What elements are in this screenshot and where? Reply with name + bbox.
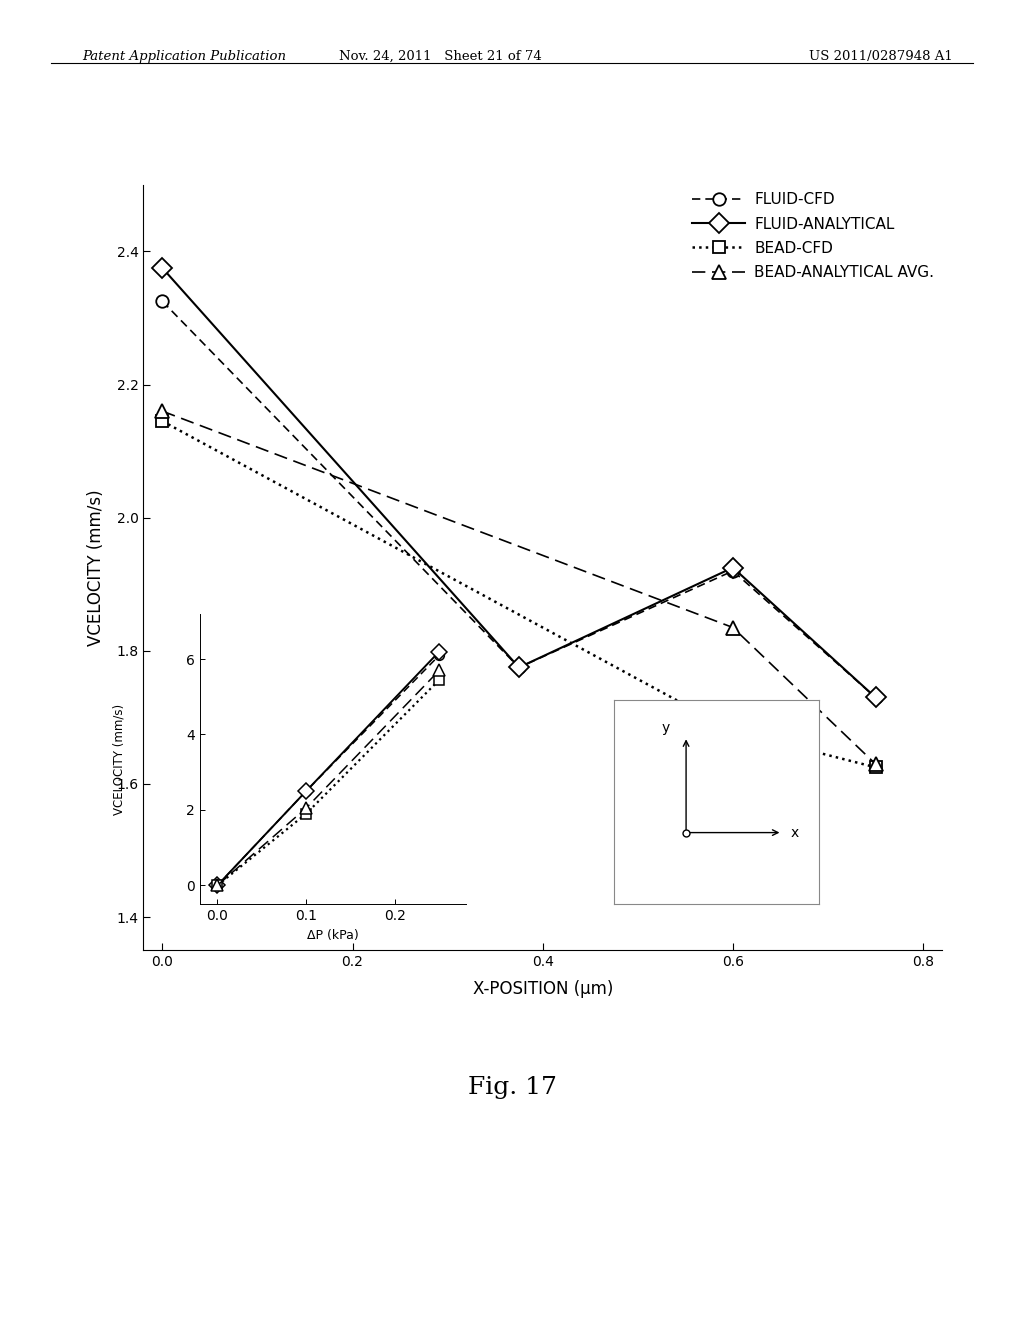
BEAD-ANALYTICAL AVG. <box>727 619 739 635</box>
Line: FLUID-ANALYTICAL: FLUID-ANALYTICAL <box>156 261 883 705</box>
FLUID-CFD <box>869 689 882 705</box>
Text: Nov. 24, 2011   Sheet 21 of 74: Nov. 24, 2011 Sheet 21 of 74 <box>339 50 542 63</box>
FLUID-CFD <box>727 564 739 579</box>
Y-axis label: VCELOCITY (mm/s): VCELOCITY (mm/s) <box>87 490 105 645</box>
Text: Fig. 17: Fig. 17 <box>468 1076 556 1098</box>
Y-axis label: VCELOCITY (mm/s): VCELOCITY (mm/s) <box>113 704 125 814</box>
FLUID-ANALYTICAL <box>513 660 525 676</box>
FLUID-CFD <box>157 293 169 309</box>
X-axis label: ΔP (kPa): ΔP (kPa) <box>307 928 358 941</box>
BEAD-ANALYTICAL AVG. <box>157 403 169 418</box>
FLUID-ANALYTICAL <box>727 560 739 576</box>
X-axis label: X-POSITION (μm): X-POSITION (μm) <box>472 981 613 998</box>
BEAD-CFD <box>869 759 882 775</box>
BEAD-ANALYTICAL AVG. <box>869 756 882 772</box>
Text: US 2011/0287948 A1: US 2011/0287948 A1 <box>809 50 952 63</box>
Text: x: x <box>791 825 799 840</box>
Line: BEAD-ANALYTICAL AVG.: BEAD-ANALYTICAL AVG. <box>156 404 883 771</box>
FLUID-ANALYTICAL <box>869 689 882 705</box>
Legend: FLUID-CFD, FLUID-ANALYTICAL, BEAD-CFD, BEAD-ANALYTICAL AVG.: FLUID-CFD, FLUID-ANALYTICAL, BEAD-CFD, B… <box>692 193 935 280</box>
Line: FLUID-CFD: FLUID-CFD <box>156 296 882 704</box>
Text: y: y <box>662 721 670 735</box>
BEAD-CFD <box>727 723 739 739</box>
FLUID-ANALYTICAL <box>157 260 169 276</box>
FLUID-CFD <box>513 660 525 676</box>
Line: BEAD-CFD: BEAD-CFD <box>156 414 882 774</box>
BEAD-CFD <box>157 413 169 429</box>
Text: Patent Application Publication: Patent Application Publication <box>82 50 286 63</box>
